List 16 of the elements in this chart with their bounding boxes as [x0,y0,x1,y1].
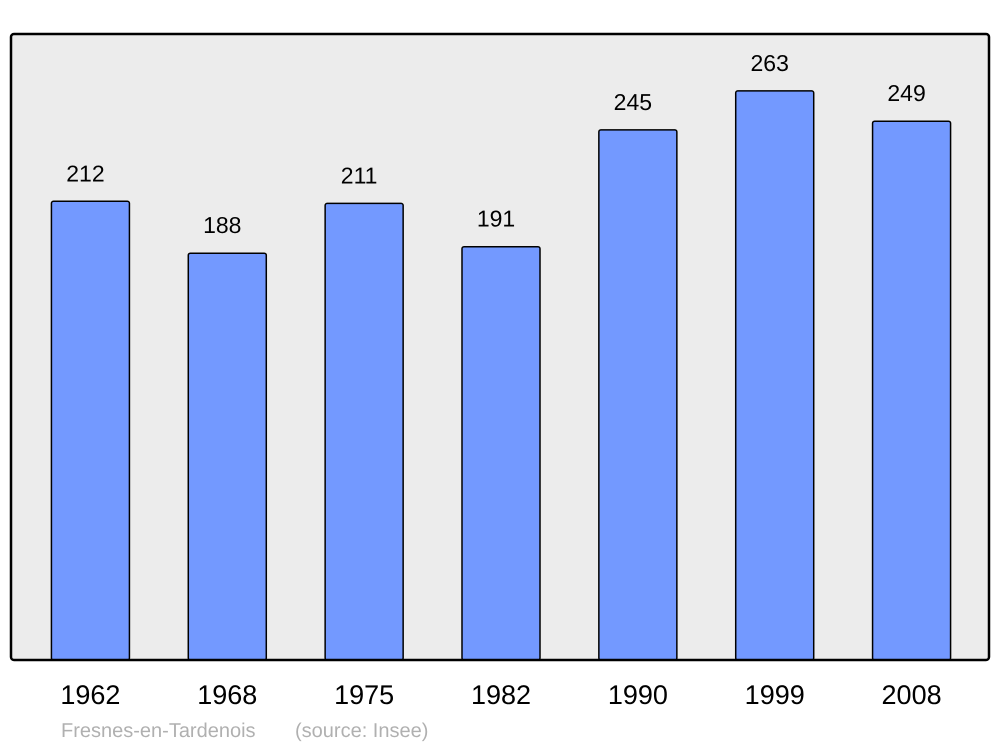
data-label: 191 [476,206,516,232]
x-tick-label: 2008 [882,680,942,710]
x-tick-label: 1999 [744,680,805,710]
data-label: 188 [203,212,242,238]
data-label: 211 [340,162,378,188]
data-label: 245 [614,88,652,115]
data-label: 263 [750,50,789,76]
data-label: 212 [66,160,105,186]
x-tick-label: 1975 [334,680,394,710]
text: Fresnes-en-Tardenois [61,720,256,742]
data-label: 249 [887,80,926,106]
x-tick-label: 1990 [608,680,668,710]
x-tick-label: 1968 [197,680,258,710]
x-tick-label: 1962 [60,680,120,710]
text: (source: Insee) [295,720,428,742]
x-tick-label: 1982 [470,680,532,710]
